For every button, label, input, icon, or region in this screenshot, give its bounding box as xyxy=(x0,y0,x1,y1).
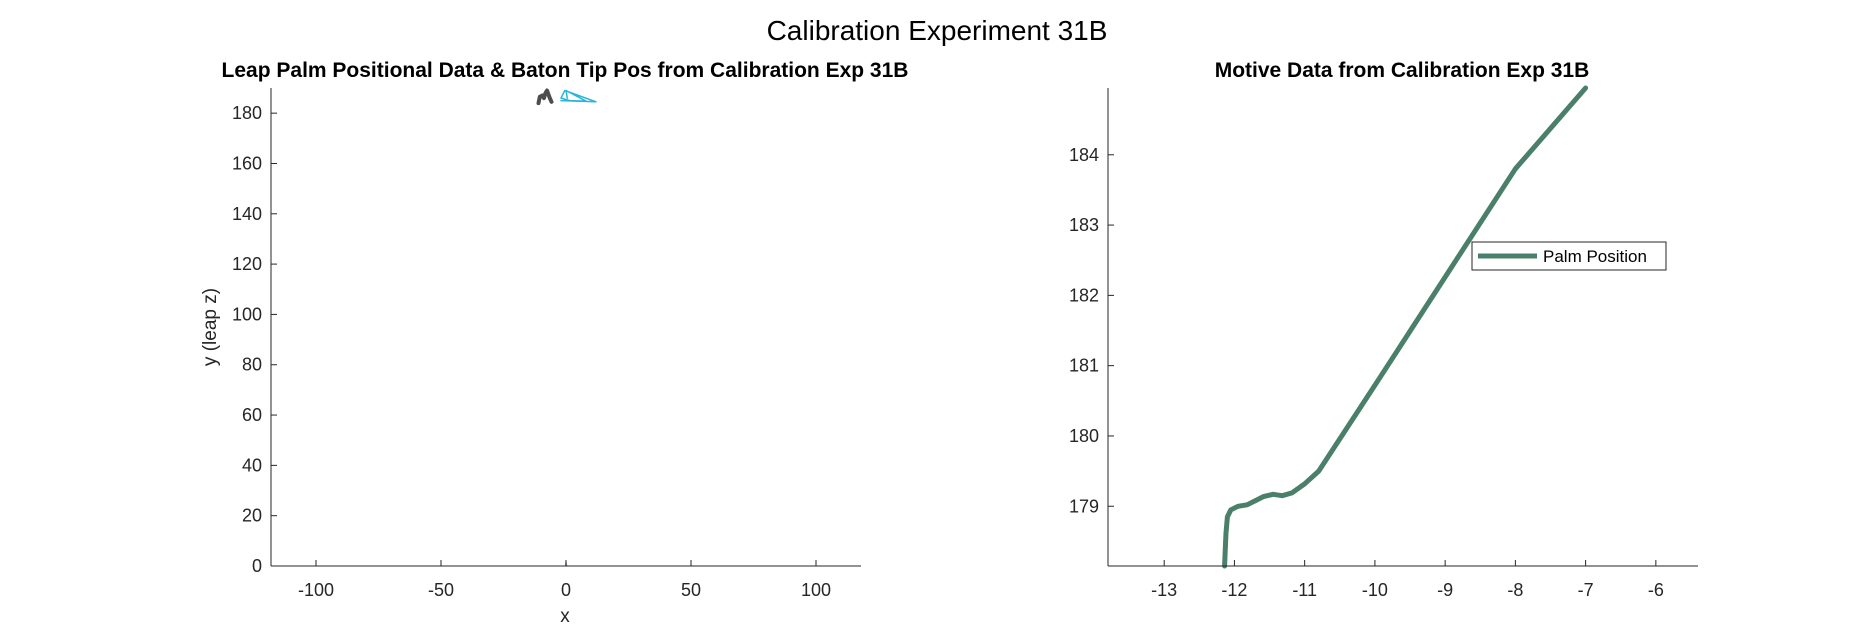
leap-x-tick-label: -100 xyxy=(298,580,334,600)
leap-series-1-line xyxy=(536,88,554,106)
leap-axes-title: Leap Palm Positional Data & Baton Tip Po… xyxy=(222,59,909,82)
leap-y-tick-label: 180 xyxy=(232,103,262,123)
motive-x-tick-label: -12 xyxy=(1221,580,1247,600)
motive-y-tick-label: 182 xyxy=(1069,285,1099,305)
motive-axes: Motive Data from Calibration Exp 31B -13… xyxy=(1069,59,1698,600)
motive-y-tick-label: 183 xyxy=(1069,215,1099,235)
legend: Palm Position xyxy=(1471,241,1667,271)
motive-x-tick-label: -6 xyxy=(1648,580,1664,600)
leap-y-axis-label: y (leap z) xyxy=(200,288,221,366)
motive-y-tick-label: 181 xyxy=(1069,356,1099,376)
leap-y-tick-label: 80 xyxy=(242,355,262,375)
leap-y-tick-label: 120 xyxy=(232,254,262,274)
motive-x-tick-label: -13 xyxy=(1151,580,1177,600)
leap-y-tick-label: 40 xyxy=(242,455,262,475)
leap-x-axis-label: x xyxy=(560,606,570,625)
leap-axis-lines xyxy=(270,88,861,567)
leap-y-tick-label: 0 xyxy=(252,556,262,576)
motive-x-tick-label: -8 xyxy=(1507,580,1523,600)
motive-x-tick-label: -9 xyxy=(1437,580,1453,600)
motive-axes-title: Motive Data from Calibration Exp 31B xyxy=(1215,59,1590,82)
leap-x-tick-label: 50 xyxy=(681,580,701,600)
motive-y-tick-label: 180 xyxy=(1069,426,1099,446)
legend-entry-palm-position: Palm Position xyxy=(1543,247,1647,266)
motive-x-tick-label: -11 xyxy=(1292,580,1317,600)
leap-x-tick-label: -50 xyxy=(428,580,454,600)
leap-y-tick-label: 60 xyxy=(242,405,262,425)
motive-plot-area xyxy=(1222,85,1589,569)
motive-x-ticks: -13 -12 -11 -10 -9 -8 -7 -6 xyxy=(1151,560,1664,600)
motive-axis-lines xyxy=(1107,88,1698,567)
leap-y-tick-label: 20 xyxy=(242,506,262,526)
motive-x-tick-label: -7 xyxy=(1578,580,1594,600)
leap-y-tick-label: 140 xyxy=(232,204,262,224)
motive-series-1-line xyxy=(1222,85,1589,569)
motive-y-tick-label: 179 xyxy=(1069,496,1099,516)
leap-plot-area xyxy=(536,88,597,567)
leap-x-tick-label: 100 xyxy=(801,580,831,600)
leap-y-tick-label: 160 xyxy=(232,153,262,173)
leap-x-tick-label: 0 xyxy=(561,580,571,600)
motive-y-tick-label: 184 xyxy=(1069,145,1099,165)
motive-y-ticks: 179 180 181 182 183 184 xyxy=(1069,145,1114,516)
leap-series-2-line xyxy=(560,89,597,103)
leap-x-ticks: -100 -50 0 50 100 xyxy=(298,560,831,600)
leap-y-ticks: 0 20 40 60 80 100 120 140 160 180 xyxy=(232,103,277,576)
leap-palm-axes: Leap Palm Positional Data & Baton Tip Po… xyxy=(200,59,908,625)
motive-x-tick-label: -10 xyxy=(1362,580,1388,600)
figure-title: Calibration Experiment 31B xyxy=(767,15,1108,46)
leap-y-tick-label: 100 xyxy=(232,304,262,324)
